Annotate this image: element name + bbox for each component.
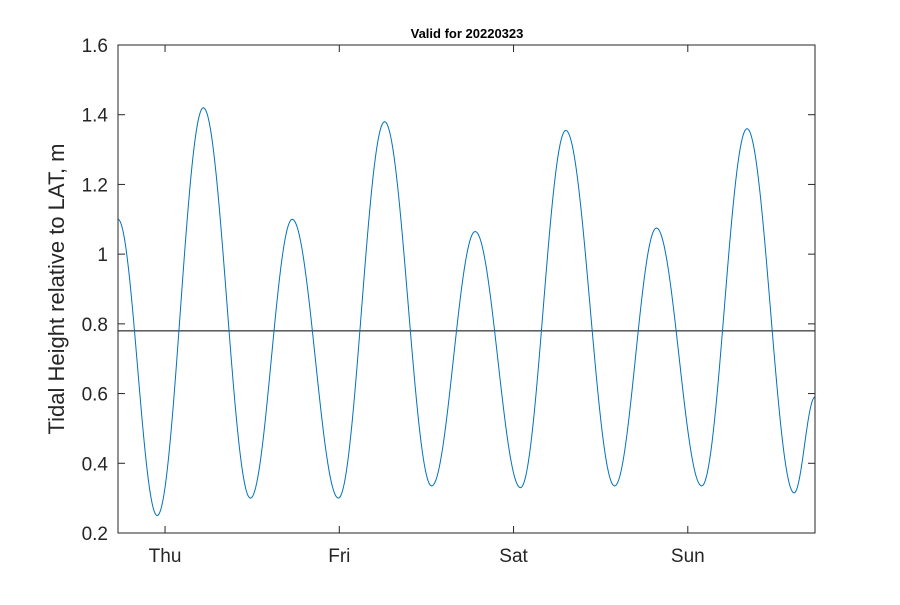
x-axis-ticks: Thu Fri Sat Sun [149, 45, 705, 567]
y-tick-label: 0.4 [82, 454, 109, 475]
y-axis-ticks: 0.2 0.4 0.6 0.8 1 1.2 1.4 1.6 [82, 36, 815, 545]
chart-title: Valid for 20220323 [411, 26, 524, 41]
x-tick-label: Thu [149, 546, 182, 567]
y-tick-label: 1.6 [82, 36, 108, 57]
plot-area [118, 45, 815, 533]
y-tick-label: 1 [97, 245, 108, 266]
y-tick-label: 0.6 [82, 385, 108, 406]
y-tick-label: 1.2 [82, 175, 108, 196]
series-line [117, 107, 816, 517]
y-axis-label: Tidal Height relative to LAT, m [44, 143, 69, 434]
x-tick-label: Sun [671, 546, 705, 567]
x-tick-label: Fri [328, 546, 350, 567]
x-tick-label: Sat [499, 546, 528, 567]
y-tick-label: 0.2 [82, 524, 108, 545]
y-tick-label: 0.8 [82, 315, 108, 336]
y-tick-label: 1.4 [82, 106, 109, 127]
plot-frame [117, 44, 816, 534]
